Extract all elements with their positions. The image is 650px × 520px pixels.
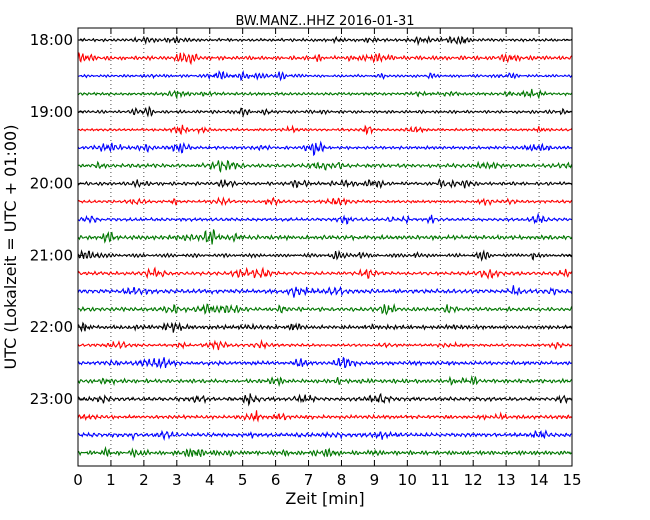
x-axis-ticks: 0 1 2 3 4 5 6 7 8 9 10 11 12 13 14 15 (73, 28, 582, 489)
seismogram-trace (77, 140, 573, 157)
seismogram-trace (77, 303, 573, 316)
x-tick-label: 14 (530, 471, 549, 489)
seismogram-trace (78, 69, 573, 82)
x-tick-label: 12 (464, 471, 483, 489)
seismogram-traces (77, 35, 573, 458)
seismogram-trace (77, 410, 573, 423)
x-tick-label: 2 (139, 471, 149, 489)
x-tick-label: 9 (370, 471, 380, 489)
x-axis-label: Zeit [min] (285, 489, 364, 508)
seismogram-trace (77, 212, 573, 225)
seismogram-trace (77, 429, 573, 442)
seismogram-trace (77, 35, 573, 47)
plot-frame (77, 27, 573, 467)
x-tick-label: 15 (562, 471, 581, 489)
x-tick-label: 1 (106, 471, 116, 489)
seismogram-trace (77, 177, 573, 190)
seismogram-trace (77, 392, 573, 407)
x-tick-label: 0 (73, 471, 83, 489)
x-tick-label: 10 (398, 471, 417, 489)
seismogram-trace (77, 285, 573, 298)
x-tick-label: 4 (205, 471, 215, 489)
chart-title: BW.MANZ..HHZ 2016-01-31 (235, 14, 414, 29)
seismogram-trace (77, 338, 573, 351)
y-tick-label: 18:00 (30, 31, 73, 49)
x-tick-label: 3 (172, 471, 182, 489)
seismogram-trace (77, 375, 573, 387)
seismogram-trace (77, 229, 573, 245)
seismogram-trace (77, 249, 573, 262)
seismogram-trace (77, 321, 573, 333)
x-tick-label: 5 (238, 471, 248, 489)
y-tick-label: 19:00 (30, 103, 73, 121)
y-axis-label: UTC (Lokalzeit = UTC + 01:00) (1, 125, 20, 370)
x-tick-label: 13 (497, 471, 516, 489)
y-tick-label: 22:00 (30, 318, 73, 336)
seismogram-trace (77, 88, 573, 100)
seismogram-trace (77, 159, 573, 174)
y-tick-label: 23:00 (30, 390, 73, 408)
x-tick-label: 7 (304, 471, 314, 489)
seismogram-trace (77, 266, 573, 280)
seismogram-trace (77, 196, 573, 207)
seismogram-trace (77, 105, 573, 118)
y-axis-ticks: 18:00 19:00 20:00 21:00 22:00 23:00 (30, 31, 572, 408)
seismogram-trace (77, 445, 573, 458)
seismogram-trace (77, 124, 573, 136)
x-tick-label: 6 (271, 471, 281, 489)
seismogram-trace (77, 356, 573, 370)
x-tick-label: 11 (431, 471, 450, 489)
x-tick-label: 8 (337, 471, 347, 489)
seismogram-trace (77, 51, 573, 66)
y-tick-label: 20:00 (30, 175, 73, 193)
y-tick-label: 21:00 (30, 246, 73, 264)
